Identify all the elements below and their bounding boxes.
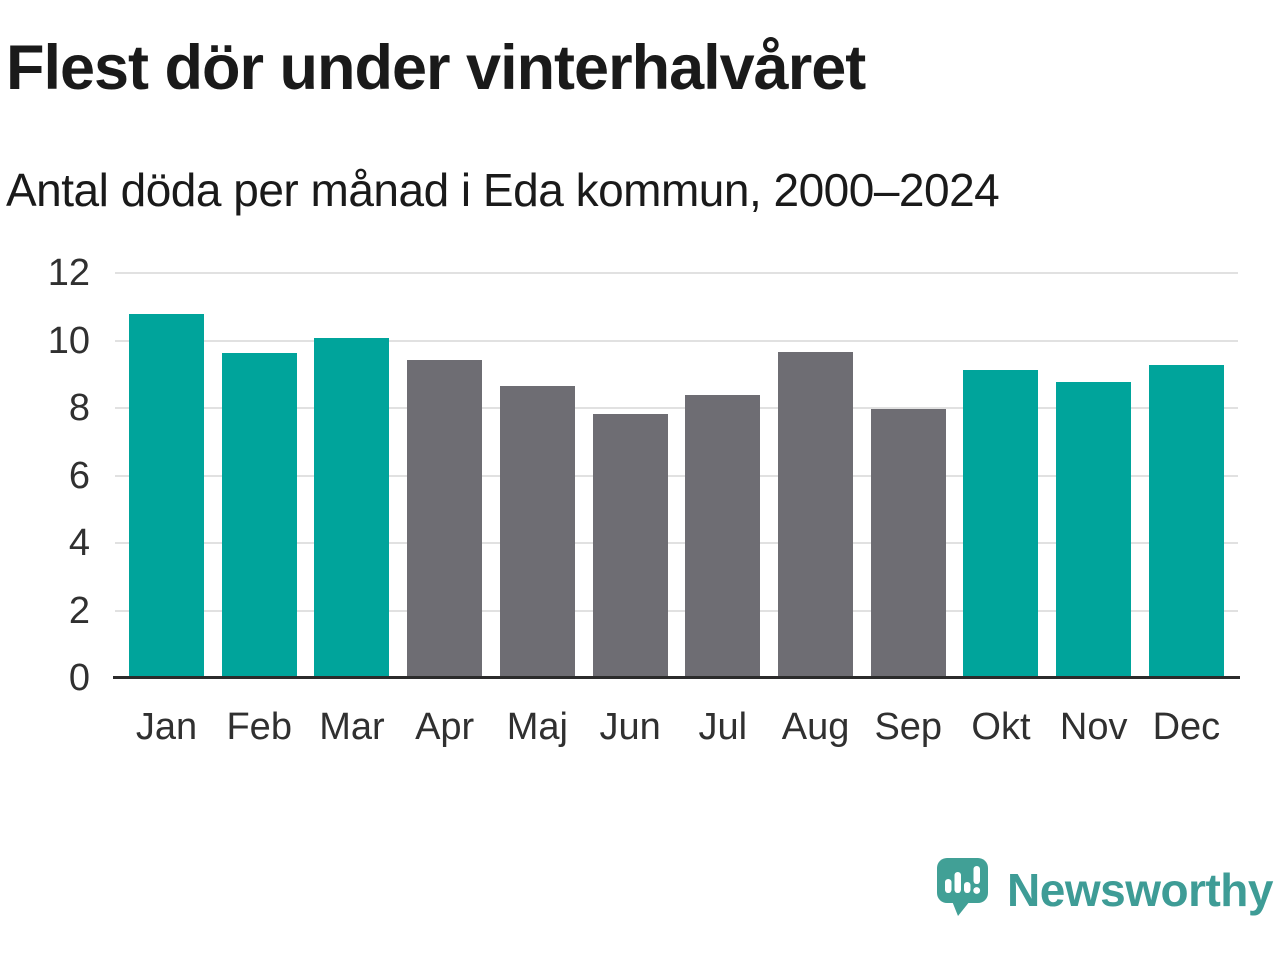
x-tick-label: Aug [781,706,850,748]
bar-mar [314,337,390,678]
y-tick-label: 2 [68,589,90,632]
bar-jan [129,313,204,678]
bar-apr [407,360,483,678]
gridline-12 [115,272,1238,274]
bar-jun [592,414,668,678]
bar-nov [1056,381,1132,678]
gridline-2 [115,609,1238,612]
bar-dec [1148,365,1224,678]
x-tick-label: Mar [319,706,385,748]
x-tick-label: Maj [506,706,568,748]
gridline-4 [115,542,1238,544]
y-axis: 0 2 4 6 8 10 12 [0,252,90,699]
x-tick-label: Apr [415,706,475,748]
x-tick-label: Feb [226,706,292,748]
chart-title: Flest dör under vinterhalvåret [6,33,866,103]
gridline-10 [115,339,1238,342]
y-tick-label: 0 [68,657,90,699]
gridline-8 [115,407,1238,409]
bar-aug [778,352,854,678]
gridline-6 [115,474,1238,477]
bar-feb [221,353,297,678]
bar-sep [870,409,946,678]
bar-jul [685,395,761,678]
y-tick-label: 8 [68,387,90,429]
x-tick-label: Jun [599,706,661,748]
bar-okt [963,369,1039,678]
bar-chart-plot-area [113,272,1240,679]
bars [115,273,1238,678]
newsworthy-logo-text: Newsworthy [1007,863,1273,916]
x-tick-label: Okt [971,706,1031,748]
y-tick-label: 10 [47,319,90,362]
x-tick-label: Sep [874,706,943,748]
x-axis-line [113,676,1240,679]
footer-brand: Newsworthy [936,857,1273,922]
bar-maj [499,385,575,678]
x-tick-label: Jan [135,706,198,748]
y-tick-label: 6 [68,454,90,497]
x-tick-label: Nov [1059,706,1128,748]
chart-subtitle: Antal döda per månad i Eda kommun, 2000–… [6,164,1000,216]
x-tick-label: Dec [1152,706,1221,748]
y-tick-label: 4 [68,522,90,564]
y-tick-label: 12 [47,252,90,294]
x-tick-label: Jul [698,706,748,748]
newsworthy-logo-icon [936,857,989,922]
x-axis-labels: Jan Feb Mar Apr Maj Jun Jul Aug Sep Okt Nov Dec [115,704,1238,750]
